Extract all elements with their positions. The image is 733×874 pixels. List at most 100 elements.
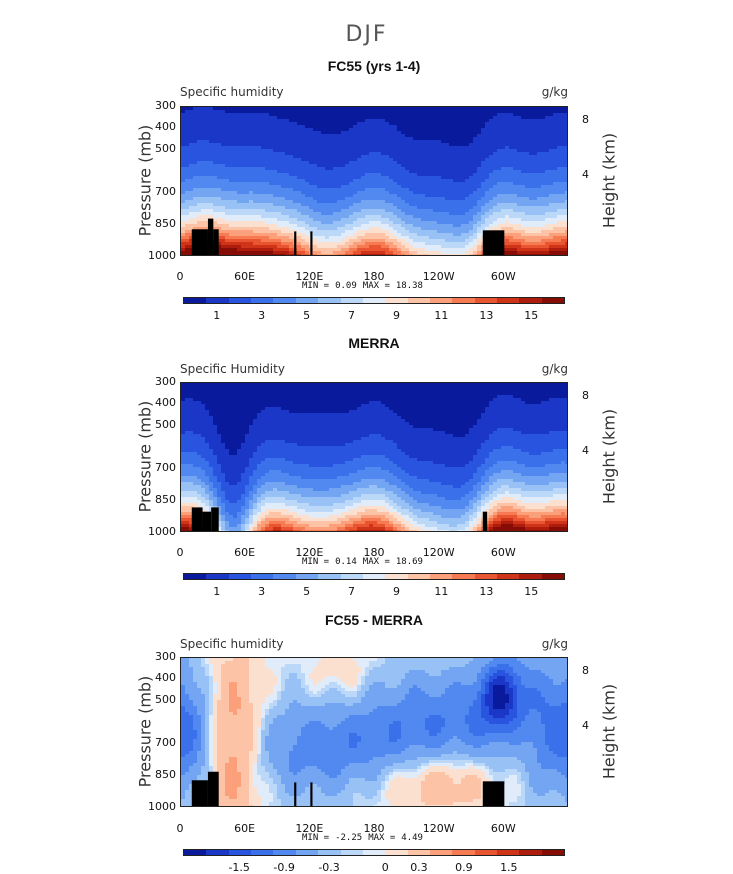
contour-cell xyxy=(465,170,470,174)
contour-cell xyxy=(289,221,294,225)
contour-cell xyxy=(385,128,390,132)
contour-cell xyxy=(353,230,358,234)
contour-cell xyxy=(293,128,298,132)
contour-cell xyxy=(545,152,550,156)
contour-cell xyxy=(525,164,530,168)
contour-cell xyxy=(209,158,214,162)
contour-cell xyxy=(205,191,210,195)
contour-cell xyxy=(221,188,226,192)
contour-cell xyxy=(557,122,562,126)
contour-cell xyxy=(489,110,494,114)
contour-cell xyxy=(385,149,390,153)
contour-cell xyxy=(477,107,482,111)
contour-cell xyxy=(445,191,450,195)
contour-cell xyxy=(521,236,526,240)
contour-cell xyxy=(433,230,438,234)
contour-cell xyxy=(405,221,410,225)
contour-cell xyxy=(309,185,314,189)
contour-cell xyxy=(377,200,382,204)
contour-cell xyxy=(289,122,294,126)
contour-cell xyxy=(373,137,378,141)
contour-cell xyxy=(465,173,470,177)
contour-cell xyxy=(233,197,238,201)
contour-cell xyxy=(517,194,522,198)
contour-cell xyxy=(333,134,338,138)
contour-cell xyxy=(297,239,302,243)
contour-cell xyxy=(505,224,510,228)
contour-cell xyxy=(213,140,218,144)
contour-cell xyxy=(385,167,390,171)
contour-cell xyxy=(185,125,190,129)
contour-cell xyxy=(441,152,446,156)
contour-cell xyxy=(517,167,522,171)
contour-cell xyxy=(457,173,462,177)
contour-cell xyxy=(385,110,390,114)
contour-cell xyxy=(349,161,354,165)
contour-cell xyxy=(197,176,202,180)
contour-cell xyxy=(221,212,226,216)
contour-cell xyxy=(553,215,558,219)
contour-cell xyxy=(433,176,438,180)
contour-cell xyxy=(561,188,566,192)
contour-cell xyxy=(329,116,334,120)
contour-cell xyxy=(269,155,274,159)
contour-cell xyxy=(353,185,358,189)
contour-cell xyxy=(185,224,190,228)
contour-cell xyxy=(289,161,294,165)
contour-cell xyxy=(353,200,358,204)
contour-cell xyxy=(193,122,198,126)
contour-cell xyxy=(413,254,418,256)
contour-cell xyxy=(253,149,258,153)
contour-cell xyxy=(293,164,298,168)
contour-cell xyxy=(297,254,302,256)
contour-cell xyxy=(181,173,186,177)
contour-cell xyxy=(405,125,410,129)
contour-cell xyxy=(225,215,230,219)
contour-cell xyxy=(325,212,330,216)
contour-cell xyxy=(465,155,470,159)
contour-cell xyxy=(365,194,370,198)
contour-cell xyxy=(185,194,190,198)
contour-cell xyxy=(477,143,482,147)
contour-cell xyxy=(445,170,450,174)
contour-cell xyxy=(229,185,234,189)
contour-cell xyxy=(297,146,302,150)
contour-cell xyxy=(557,125,562,129)
contour-cell xyxy=(445,182,450,186)
contour-cell xyxy=(245,140,250,144)
contour-cell xyxy=(353,167,358,171)
contour-cell xyxy=(481,206,486,210)
contour-cell xyxy=(341,170,346,174)
contour-cell xyxy=(517,200,522,204)
colorbar-swatch xyxy=(430,298,452,303)
contour-cell xyxy=(437,170,442,174)
contour-cell xyxy=(393,248,398,252)
contour-cell xyxy=(269,200,274,204)
contour-cell xyxy=(497,185,502,189)
contour-cell xyxy=(453,215,458,219)
contour-cell xyxy=(429,155,434,159)
contour-cell xyxy=(421,203,426,207)
contour-cell xyxy=(285,179,290,183)
contour-cell xyxy=(489,122,494,126)
contour-cell xyxy=(549,251,554,255)
contour-cell xyxy=(397,131,402,135)
contour-cell xyxy=(209,176,214,180)
contour-cell xyxy=(229,206,234,210)
contour-cell xyxy=(545,200,550,204)
contour-cell xyxy=(541,173,546,177)
contour-cell xyxy=(225,206,230,210)
contour-cell xyxy=(465,143,470,147)
contour-cell xyxy=(297,191,302,195)
contour-cell xyxy=(333,140,338,144)
contour-cell xyxy=(185,143,190,147)
contour-cell xyxy=(469,170,474,174)
contour-cell xyxy=(253,209,258,213)
contour-cell xyxy=(529,125,534,129)
contour-cell xyxy=(521,131,526,135)
contour-cell xyxy=(477,125,482,129)
contour-cell xyxy=(417,155,422,159)
contour-cell xyxy=(393,182,398,186)
contour-cell xyxy=(281,254,286,256)
contour-cell xyxy=(525,128,530,132)
